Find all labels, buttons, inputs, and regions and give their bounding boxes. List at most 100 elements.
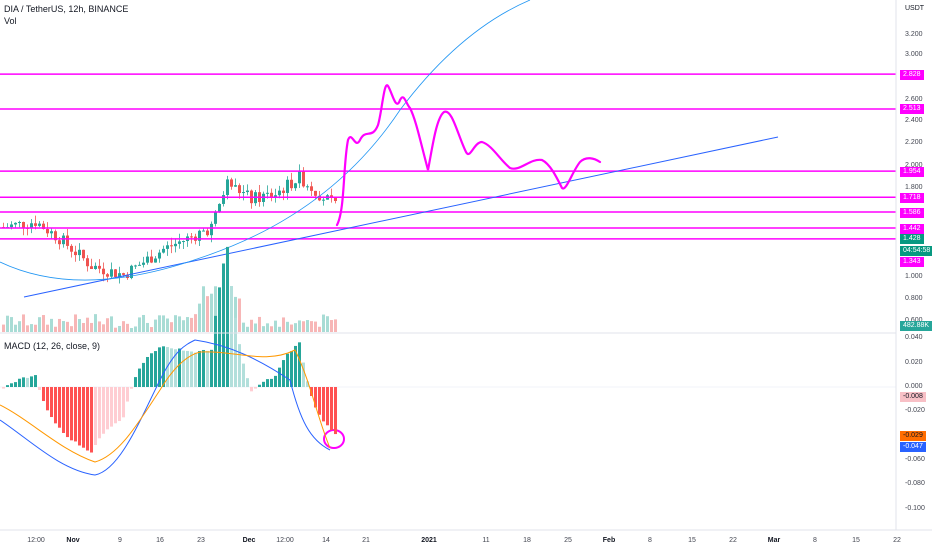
- candle-body: [178, 241, 181, 244]
- macd-histogram-bar: [182, 350, 185, 387]
- candle-body: [94, 265, 97, 270]
- volume-bar: [330, 320, 333, 332]
- volume-bar: [206, 296, 209, 332]
- candle-body: [58, 240, 61, 245]
- volume-bar: [170, 322, 173, 332]
- macd-histogram-bar: [2, 387, 5, 389]
- volume-legend[interactable]: Vol: [4, 16, 17, 26]
- parabolic-curve: [0, 0, 531, 281]
- volume-bar: [314, 321, 317, 332]
- time-tick-label: Mar: [767, 537, 781, 544]
- volume-bar: [250, 319, 253, 332]
- macd-histogram-bar: [38, 387, 41, 390]
- macd-histogram-bar: [42, 387, 45, 402]
- level-badge-1442: 1.442: [900, 224, 924, 234]
- time-tick-label: 12:00: [27, 537, 45, 544]
- volume-bar: [6, 315, 9, 332]
- candle-body: [246, 190, 249, 193]
- level-badge-2513: 2.513: [900, 104, 924, 114]
- time-tick-label: 15: [688, 537, 696, 544]
- time-tick-label: 23: [197, 537, 205, 544]
- freehand-projection: [335, 84, 602, 227]
- candle-body: [302, 170, 305, 187]
- macd-line-badge: -0.047: [900, 442, 926, 452]
- level-badge-1718: 1.718: [900, 193, 924, 203]
- macd-histogram-bar: [246, 378, 249, 387]
- candle-body: [158, 252, 161, 259]
- price-tick-label: 0.800: [905, 295, 923, 302]
- macd-histogram-bar: [162, 346, 165, 387]
- macd-histogram-bar: [30, 376, 33, 387]
- price-tick-label: 2.400: [905, 117, 923, 124]
- candle-body: [74, 251, 77, 256]
- volume-bar: [46, 324, 49, 332]
- volume-bar: [262, 326, 265, 332]
- last-price-badge: 1.428: [900, 234, 924, 244]
- price-tick-label: 0.600: [905, 317, 923, 324]
- drawings[interactable]: [0, 0, 896, 449]
- macd-tick-label: 0.020: [905, 359, 923, 366]
- candle-body: [114, 269, 117, 277]
- macd-histogram-bar: [18, 378, 21, 387]
- macd-histogram-bar: [78, 387, 81, 446]
- candle-body: [118, 273, 121, 277]
- macd-histogram-bar: [190, 351, 193, 387]
- macd-histogram-bar: [278, 367, 281, 387]
- candle-body: [138, 264, 141, 266]
- macd-tick-label: -0.100: [905, 505, 925, 512]
- volume-bar: [298, 320, 301, 332]
- macd-histogram-bar: [298, 342, 301, 387]
- time-tick-label: 8: [813, 537, 817, 544]
- macd-histogram-bar: [138, 368, 141, 387]
- candle-body: [142, 262, 145, 265]
- volume-bar: [182, 320, 185, 332]
- macd-histogram-bar: [54, 387, 57, 424]
- candle-body: [82, 249, 85, 259]
- macd-histogram-bar: [234, 317, 237, 387]
- time-tick-label: 14: [322, 537, 330, 544]
- price-tick-label: 2.600: [905, 96, 923, 103]
- macd-histogram-bar: [274, 375, 277, 387]
- time-tick-label: 9: [118, 537, 122, 544]
- volume-bar: [242, 322, 245, 332]
- candle-body: [102, 268, 105, 275]
- volume-bar: [38, 317, 41, 332]
- time-tick-label: 11: [482, 537, 490, 544]
- volume-bar: [238, 298, 241, 332]
- price-tick-label: 2.200: [905, 139, 923, 146]
- candle-body: [290, 179, 293, 189]
- volume-bar: [274, 320, 277, 332]
- volume-bar: [122, 321, 125, 332]
- volume-bar: [90, 322, 93, 332]
- currency-label[interactable]: USDT: [905, 5, 925, 12]
- candles: [2, 164, 337, 284]
- macd-line: [0, 339, 331, 476]
- volume-bar: [210, 293, 213, 332]
- volume-bar: [22, 314, 25, 332]
- time-tick-label: 22: [729, 537, 737, 544]
- macd-histogram-bar: [202, 349, 205, 387]
- macd-histogram-bar: [130, 387, 133, 389]
- volume-bar: [106, 318, 109, 332]
- macd-histogram-bar: [210, 349, 213, 387]
- macd-signal-badge: -0.029: [900, 431, 926, 441]
- macd-tick-label: -0.060: [905, 456, 925, 463]
- volume-bar: [130, 327, 133, 332]
- volume-bar: [178, 316, 181, 332]
- macd-histogram-bar: [254, 387, 257, 389]
- macd-legend[interactable]: MACD (12, 26, close, 9): [4, 341, 101, 351]
- macd-histogram-bar: [10, 383, 13, 387]
- volume-bar: [102, 324, 105, 332]
- volume-bar: [126, 323, 129, 332]
- volume-bar: [174, 315, 177, 332]
- volume-bar: [14, 324, 17, 332]
- symbol-title[interactable]: DIA / TetherUS, 12h, BINANCE: [4, 4, 129, 14]
- candle-body: [230, 179, 233, 187]
- volume-bar: [142, 314, 145, 332]
- candle-body: [90, 266, 93, 270]
- volume-bar: [310, 321, 313, 332]
- volume-bar: [286, 321, 289, 332]
- candle-body: [130, 265, 133, 279]
- candle-body: [318, 195, 321, 201]
